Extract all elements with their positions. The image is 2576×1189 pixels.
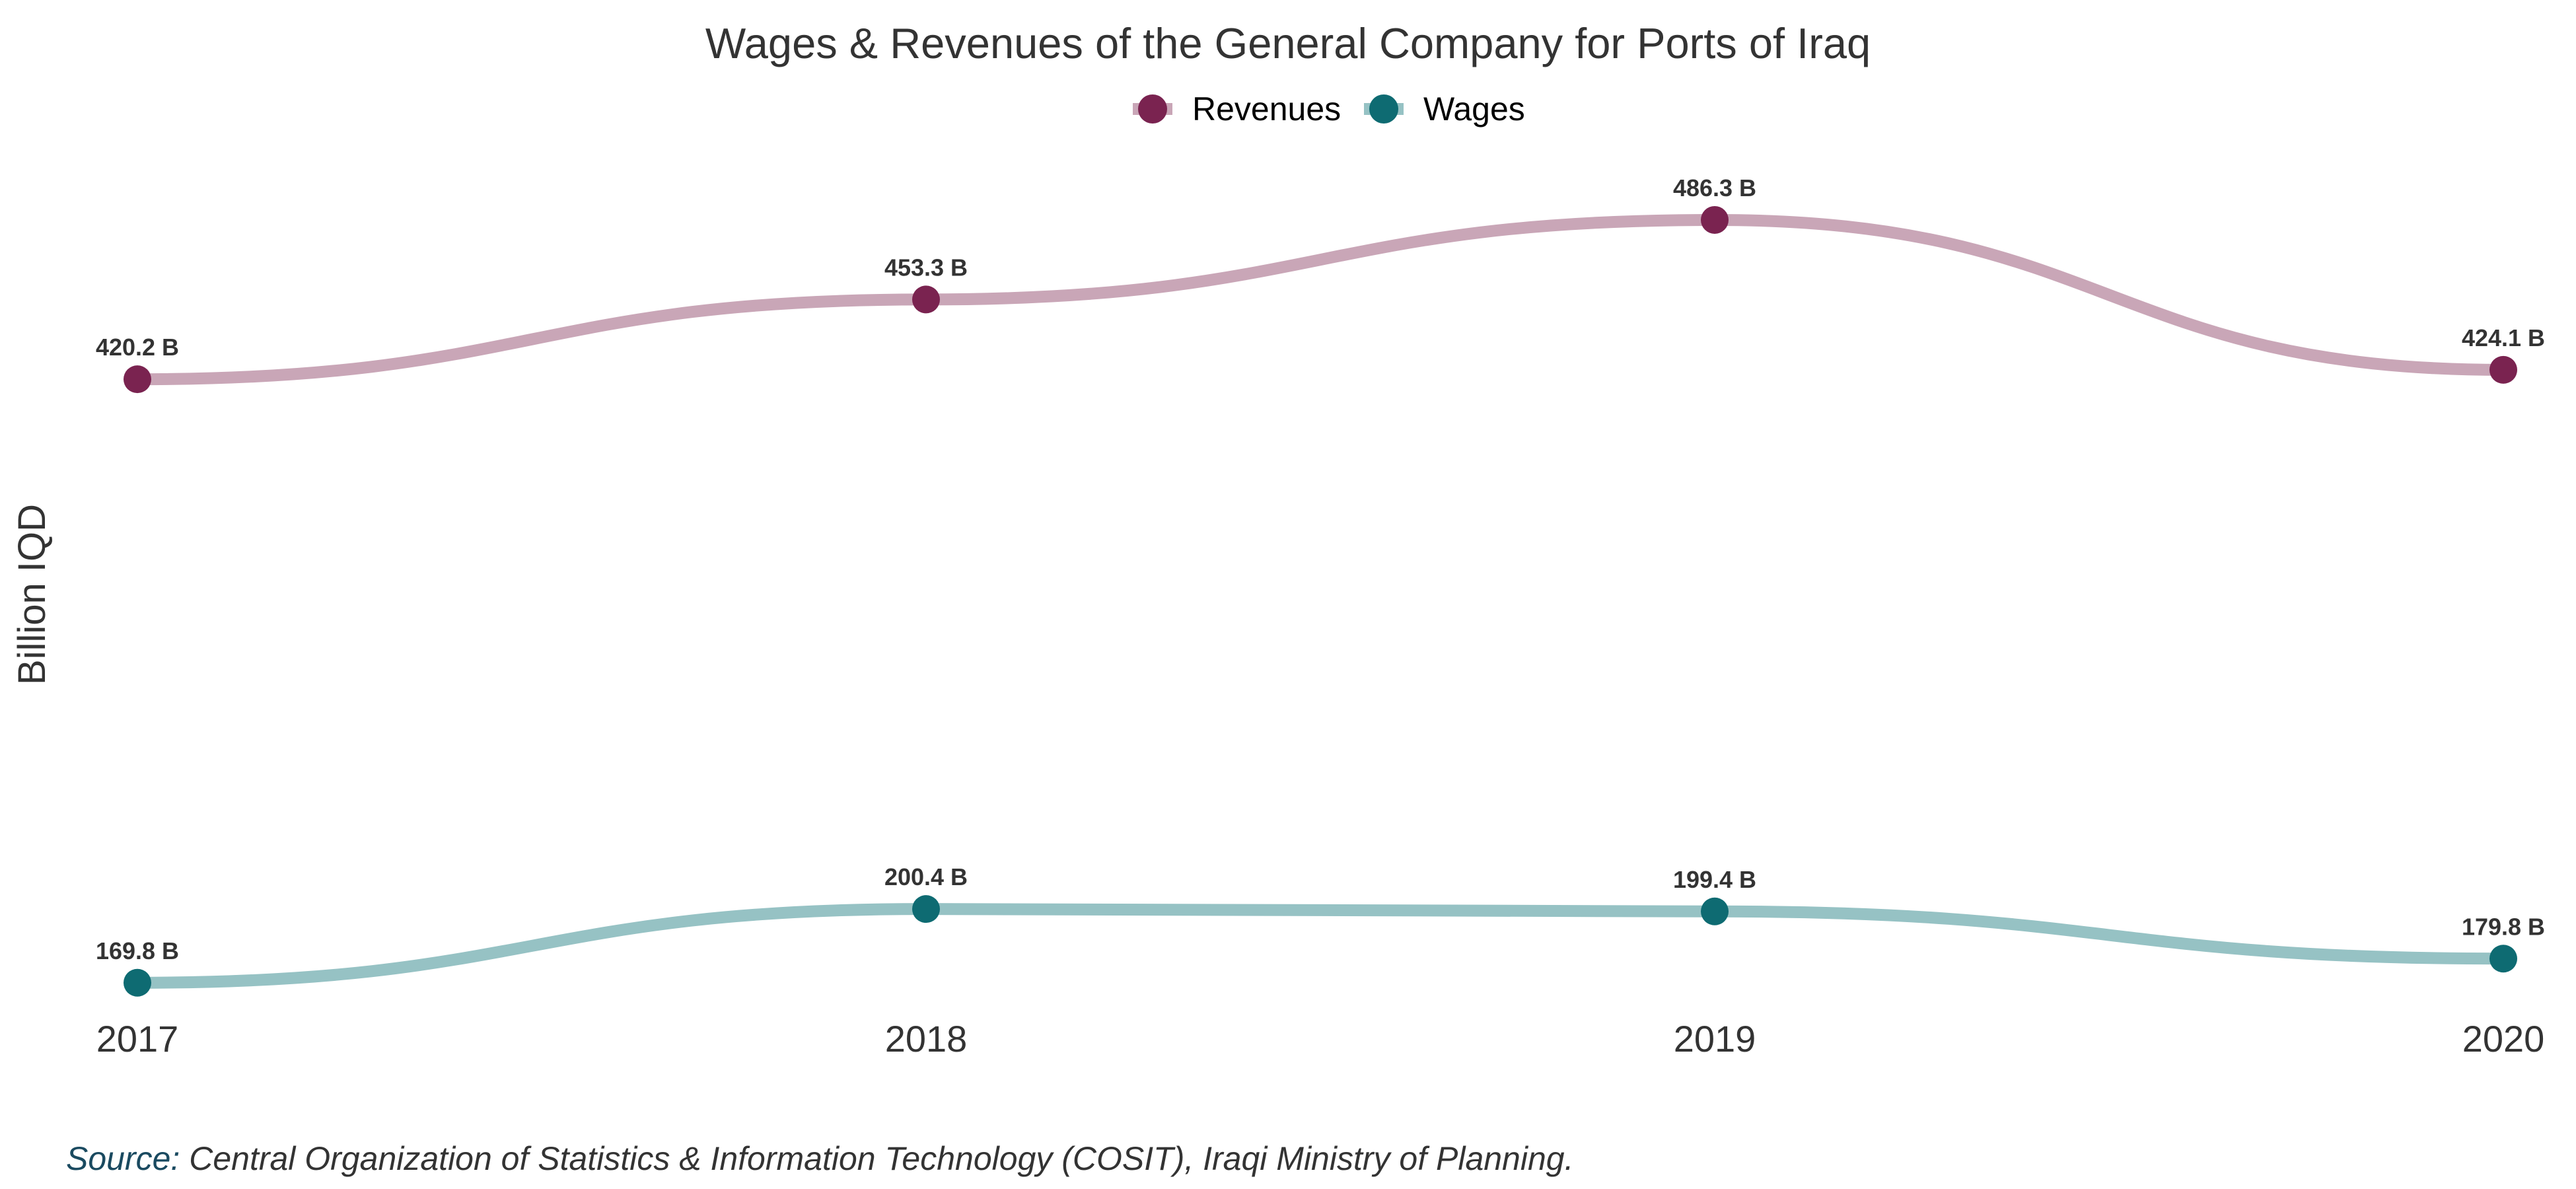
source-prefix: Source: xyxy=(66,1140,180,1177)
data-label-wages-2017: 169.8 B xyxy=(96,937,179,964)
data-label-revenues-2020: 424.1 B xyxy=(2462,324,2545,351)
legend-wages-label: Wages xyxy=(1423,90,1525,127)
data-label-wages-2020: 179.8 B xyxy=(2462,913,2545,940)
data-point-revenues-2020 xyxy=(2489,355,2517,384)
legend-revenues-dot xyxy=(1138,94,1167,124)
data-point-revenues-2019 xyxy=(1701,205,1729,234)
x-tick-label-2019: 2019 xyxy=(1674,1018,1756,1060)
x-tick-label-2018: 2018 xyxy=(885,1018,968,1060)
data-label-revenues-2019: 486.3 B xyxy=(1673,174,1756,201)
data-label-wages-2018: 200.4 B xyxy=(884,863,968,890)
source-text: Central Organization of Statistics & Inf… xyxy=(180,1140,1574,1177)
x-axis-ticks: 2017 2018 2019 2020 xyxy=(96,1018,2545,1060)
data-point-wages-2020 xyxy=(2489,945,2517,973)
data-point-revenues-2018 xyxy=(912,285,940,314)
data-point-wages-2019 xyxy=(1701,897,1729,925)
data-label-revenues-2017: 420.2 B xyxy=(96,334,179,361)
x-tick-label-2020: 2020 xyxy=(2462,1018,2545,1060)
series-line-revenues xyxy=(131,213,2509,386)
x-tick-label-2017: 2017 xyxy=(96,1018,179,1060)
series-line-wages xyxy=(131,903,2509,989)
legend-item-wages: Wages xyxy=(1364,90,1525,127)
chart-title: Wages & Revenues of the General Company … xyxy=(705,19,1871,67)
data-label-revenues-2018: 453.3 B xyxy=(884,254,968,281)
legend-wages-dot xyxy=(1369,94,1398,124)
y-axis-label: Billion IQD xyxy=(11,504,54,685)
legend-item-revenues: Revenues xyxy=(1133,90,1341,127)
source-note: Source: Central Organization of Statisti… xyxy=(66,1139,1573,1178)
legend: Revenues Wages xyxy=(1133,90,1525,127)
data-label-wages-2019: 199.4 B xyxy=(1673,866,1756,893)
data-point-wages-2017 xyxy=(124,968,151,997)
legend-revenues-label: Revenues xyxy=(1192,90,1341,127)
series-layer: 420.2 B 453.3 B 486.3 B 424.1 B 169.8 B 200.4… xyxy=(96,174,2545,997)
data-point-wages-2018 xyxy=(912,895,940,923)
data-point-revenues-2017 xyxy=(124,365,151,394)
